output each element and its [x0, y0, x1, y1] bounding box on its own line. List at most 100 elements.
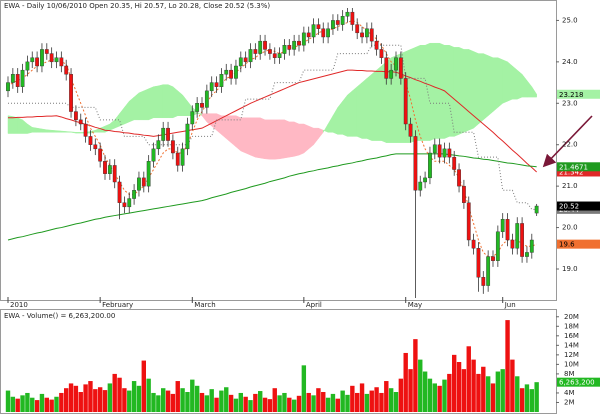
candle-body [515, 223, 520, 249]
volume-bar [515, 376, 520, 412]
volume-bar [291, 399, 297, 412]
candle-body [360, 32, 364, 38]
candle-body [331, 20, 335, 29]
cloud-segment [308, 125, 314, 150]
cloud-segment [46, 129, 52, 133]
candle-body [486, 256, 491, 286]
volume-bar [330, 393, 336, 412]
price-marker-label: 19.6 [559, 241, 575, 249]
volume-bar [534, 382, 539, 412]
cloud-segment [177, 90, 183, 116]
volume-bar [238, 392, 243, 412]
indicator-line [8, 44, 537, 210]
candle-body [394, 57, 398, 71]
candle-body [398, 57, 403, 79]
candle-body [389, 69, 394, 79]
candle-body [185, 123, 190, 150]
price-marker-box [557, 162, 600, 172]
volume-bar [374, 387, 379, 412]
candle-body [180, 148, 185, 166]
candle-body [476, 248, 481, 278]
cloud-segment [502, 59, 508, 104]
volume-bar [170, 393, 176, 412]
candle-body [64, 65, 69, 75]
cloud-segment [153, 85, 159, 119]
volume-bar [194, 385, 200, 412]
cloud-segment [337, 100, 343, 135]
cloud-segment [497, 57, 503, 108]
price-marker-box [557, 167, 600, 177]
volume-bar [107, 383, 113, 412]
candle-body [481, 277, 486, 286]
volume-bar [442, 379, 447, 412]
cloud-segment [487, 55, 494, 117]
candle-body [161, 127, 166, 141]
cloud-segment [167, 84, 174, 119]
volume-bar [83, 384, 88, 412]
volume-bar [296, 395, 302, 412]
candle-body [69, 74, 73, 112]
cloud-segment [259, 117, 266, 160]
candle-body [350, 11, 355, 25]
candle-body [437, 144, 442, 158]
volume-marker-label: 6,263,200 [559, 379, 595, 387]
volume-bar [117, 377, 122, 412]
volume-bar [44, 397, 49, 412]
volume-bar [151, 392, 156, 412]
volume-bar [505, 320, 510, 412]
indicator-line [8, 69, 537, 173]
volume-bar [93, 389, 98, 412]
volume-bar [161, 388, 166, 412]
cloud-segment [240, 117, 246, 154]
cloud-segment [356, 82, 363, 139]
candle-body [292, 40, 297, 50]
y-tick-label: 2M [564, 398, 575, 406]
y-tick-label: 19.0 [562, 265, 578, 273]
candle-body [54, 57, 59, 63]
cloud-segment [289, 121, 295, 158]
volume-bar [359, 383, 365, 412]
candle-body [44, 49, 49, 54]
cloud-segment [449, 44, 455, 137]
volume-bar [127, 390, 132, 412]
volume-bar [325, 397, 331, 412]
price-marker-label: 21.342 [559, 168, 584, 176]
volume-bar [156, 395, 161, 412]
candle-body [277, 53, 282, 58]
volume-bar [495, 371, 501, 412]
volume-bar [490, 383, 496, 412]
volume-bar [175, 381, 180, 412]
cloud-segment [463, 49, 469, 133]
volume-bar [190, 379, 195, 412]
volume-bar [427, 378, 433, 412]
candle-body [151, 148, 156, 162]
cloud-segment [245, 117, 251, 156]
cloud-segment [453, 47, 460, 137]
cloud-segment [352, 86, 358, 137]
y-tick-label: 8M [564, 370, 575, 378]
candle-body [209, 82, 214, 92]
volume-bar [39, 393, 45, 412]
volume-bar [267, 399, 273, 412]
cloud-segment [371, 69, 377, 141]
cloud-segment [429, 42, 436, 141]
candle-body [224, 69, 229, 75]
cloud-segment [148, 86, 154, 121]
volume-bar [15, 398, 20, 412]
volume-bar [97, 387, 103, 412]
volume-bar [214, 397, 219, 412]
candle-body [112, 165, 117, 183]
annotation-arrow [542, 115, 593, 168]
cloud-segment [230, 115, 237, 148]
candle-body [345, 11, 350, 17]
volume-bar [388, 388, 394, 412]
volume-bar [248, 400, 253, 412]
candle-body [234, 65, 238, 79]
cloud-segment [65, 131, 72, 133]
volume-bar [340, 390, 345, 412]
cloud-segment [284, 119, 290, 159]
volume-bar [68, 383, 74, 412]
volume-bar [165, 390, 171, 412]
candle-body [520, 223, 525, 257]
candle-body [369, 28, 374, 42]
